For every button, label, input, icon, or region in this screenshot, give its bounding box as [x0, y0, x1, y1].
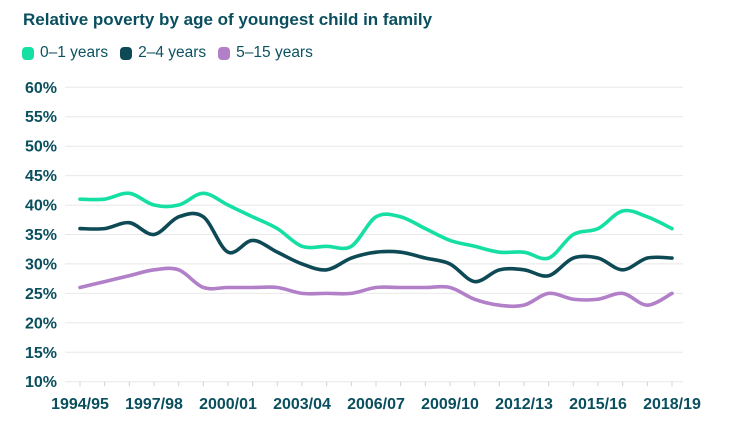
series-line-2-4-years — [78, 211, 674, 284]
y-axis-label-55: 55% — [25, 109, 57, 126]
chart-title: Relative poverty by age of youngest chil… — [23, 10, 433, 29]
legend-item-0-1-years: 0–1 years — [22, 44, 108, 62]
series-line-5-15-years — [78, 266, 674, 309]
y-axis-label-50: 50% — [25, 139, 57, 156]
y-axis-label-10: 10% — [25, 374, 57, 391]
chart-legend: 0–1 years 2–4 years 5–15 years — [22, 44, 313, 62]
y-axis-label-40: 40% — [25, 198, 57, 215]
x-axis-label-1994-95: 1994/95 — [51, 396, 109, 413]
legend-item-2-4-years: 2–4 years — [120, 44, 206, 62]
x-axis-label-2009-10: 2009/10 — [421, 396, 479, 413]
x-axis-label-2012-13: 2012/13 — [495, 396, 553, 413]
legend-swatch-2-4-years — [120, 46, 133, 60]
legend-swatch-0-1-years — [22, 46, 34, 60]
y-axis-label-60: 60% — [25, 80, 57, 97]
x-axis-label-2003-04: 2003/04 — [273, 396, 331, 413]
y-axis-label-45: 45% — [25, 168, 57, 185]
legend-swatch-5-15-years — [218, 46, 231, 60]
y-axis-label-15: 15% — [25, 345, 57, 362]
x-axis-label-2000-01: 2000/01 — [199, 396, 257, 413]
x-axis-label-1997-98: 1997/98 — [125, 396, 183, 413]
y-axis-label-35: 35% — [25, 227, 57, 244]
x-axis-label-2018-19: 2018/19 — [643, 396, 701, 413]
legend-label-5-15-years: 5–15 years — [236, 44, 313, 61]
y-axis-label-30: 30% — [25, 256, 57, 273]
x-axis-label-2006-07: 2006/07 — [347, 396, 405, 413]
y-axis-label-25: 25% — [25, 286, 57, 303]
y-axis-label-20: 20% — [25, 315, 57, 332]
x-axis-label-2015-16: 2015/16 — [569, 396, 627, 413]
legend-item-5-15-years: 5–15 years — [218, 44, 313, 62]
legend-label-2-4-years: 2–4 years — [138, 44, 207, 61]
legend-label-0-1-years: 0–1 years — [40, 44, 109, 61]
series-line-0-1-years — [78, 191, 674, 261]
